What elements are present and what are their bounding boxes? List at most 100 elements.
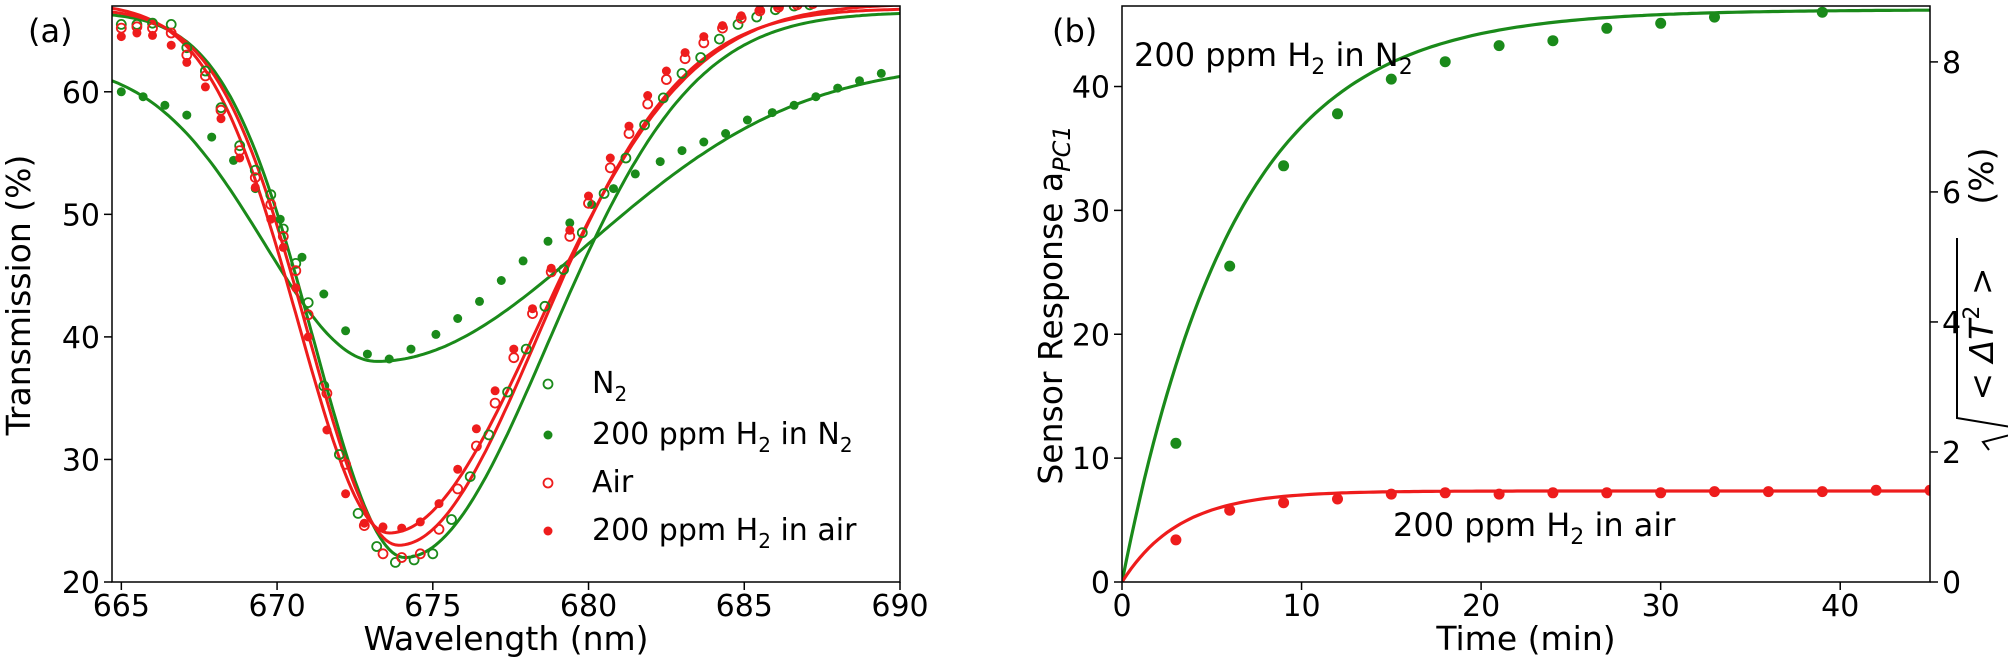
data-point <box>200 82 210 92</box>
data-point <box>788 6 800 12</box>
data-point <box>207 132 217 142</box>
data-point <box>587 200 597 209</box>
data-point <box>699 32 709 42</box>
data-point <box>1655 487 1667 499</box>
data-point <box>598 188 610 199</box>
right-y-tick-label: 8 <box>1942 46 1961 81</box>
data-point <box>132 28 142 38</box>
x-tick-label: 680 <box>560 589 617 624</box>
data-point <box>714 33 725 45</box>
data-point <box>855 76 864 86</box>
data-point <box>496 276 506 285</box>
data-point <box>352 508 364 519</box>
y-tick-label: 60 <box>62 76 100 111</box>
legend-marker <box>543 430 553 440</box>
data-point <box>699 137 709 147</box>
panel-b-right-axis-label-sup: 2 <box>1960 306 1985 320</box>
legend-entry: Air <box>542 465 634 500</box>
data-point <box>321 387 333 399</box>
data-point <box>340 458 352 470</box>
data-point <box>265 199 277 210</box>
data-point <box>774 6 783 11</box>
data-point <box>275 214 285 224</box>
data-point <box>1816 6 1828 18</box>
x-tick-label: 40 <box>1821 589 1859 624</box>
data-point <box>624 121 634 131</box>
data-point <box>630 169 640 179</box>
panel-a-x-ticks: 665 670 675 680 685 690 <box>93 582 929 624</box>
right-y-tick-label: 2 <box>1942 436 1961 471</box>
data-point <box>165 27 177 39</box>
data-point <box>1709 11 1720 23</box>
y-tick-label: 10 <box>1072 442 1110 477</box>
fit-curve <box>112 12 900 560</box>
data-point <box>543 236 553 246</box>
data-point <box>489 397 501 409</box>
data-point <box>397 523 407 533</box>
data-point <box>415 517 425 527</box>
series-annotation: 200 ppm H2 in N2 <box>1134 36 1413 80</box>
panel-a-label: (a) <box>28 12 73 50</box>
data-point <box>359 518 369 528</box>
panel-b-right-axis-unit: (%) <box>1962 147 2001 204</box>
y-tick-label: 20 <box>1072 318 1110 353</box>
data-point <box>322 425 332 435</box>
data-point <box>115 18 127 30</box>
panel-b-y-axis-label: Sensor Response aPC1 <box>1031 125 1076 484</box>
legend-label: 200 ppm H2 in air <box>592 513 857 553</box>
panel-b-right-y-ticks: 0 2 4 6 8 <box>1930 46 1961 601</box>
data-point <box>471 424 481 434</box>
data-point <box>528 304 537 314</box>
data-point <box>1655 17 1667 29</box>
data-point <box>290 265 302 277</box>
data-point <box>138 92 148 102</box>
data-point <box>661 74 672 85</box>
legend-marker <box>542 378 554 390</box>
data-point <box>199 65 211 77</box>
data-point <box>661 66 671 76</box>
data-point <box>721 129 731 138</box>
data-point <box>333 449 345 460</box>
legend-label: Air <box>592 465 634 500</box>
data-point <box>250 182 260 192</box>
data-point <box>876 68 886 78</box>
fit-curve <box>1122 8 1930 582</box>
data-point <box>695 52 707 63</box>
x-tick-label: 675 <box>404 589 461 624</box>
panel-a: 665 670 675 680 685 690 20 30 40 50 60 (a) Wavele… <box>0 5 929 658</box>
y-tick-label: 50 <box>62 198 100 233</box>
fit-curve <box>112 7 900 547</box>
panel-b-y-ticks: 0 10 20 30 40 <box>1072 71 1122 601</box>
data-point <box>234 140 246 152</box>
data-point <box>1547 487 1559 499</box>
right-y-tick-label: 4 <box>1942 306 1961 341</box>
data-point <box>502 386 514 398</box>
panel-a-frame <box>111 5 901 583</box>
data-point <box>773 6 784 13</box>
data-point <box>1224 504 1236 516</box>
data-point <box>655 157 665 167</box>
data-point <box>642 98 654 110</box>
panel-a-series <box>112 6 900 568</box>
data-point <box>483 429 495 441</box>
data-point <box>427 548 439 560</box>
panel-b-y-axis-label-main: Sensor Response a <box>1031 172 1070 485</box>
data-point <box>377 548 389 560</box>
panel-b-right-axis-label-text: < ΔT2 > <box>1960 267 2001 400</box>
legend-label: N2 <box>592 366 627 406</box>
data-point <box>475 296 484 306</box>
data-point <box>384 354 394 364</box>
legend-entry: 200 ppm H2 in N2 <box>543 417 853 457</box>
data-point <box>362 349 372 359</box>
data-point <box>446 514 457 525</box>
panel-a-y-ticks: 20 30 40 50 60 <box>62 76 112 601</box>
data-point <box>732 18 744 30</box>
data-point <box>565 225 575 235</box>
data-point <box>1170 534 1182 546</box>
data-point <box>1601 487 1613 499</box>
data-point <box>1924 484 1930 496</box>
panel-a-legend: N2 200 ppm H2 in N2 Air 200 ppm H2 in air <box>542 366 857 553</box>
data-point <box>620 152 632 164</box>
